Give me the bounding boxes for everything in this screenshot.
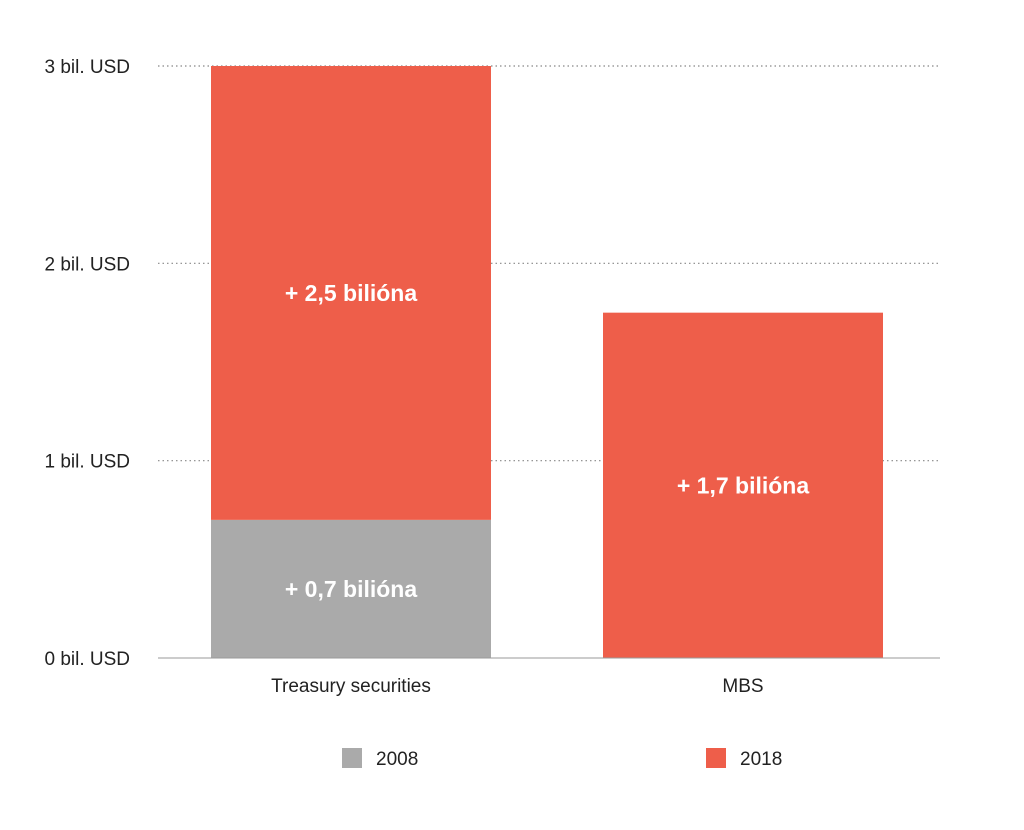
x-axis-categories: Treasury securities MBS (271, 676, 763, 697)
bar-2018-treasury (211, 66, 491, 520)
category-label: MBS (722, 676, 763, 697)
bar-2018-mbs (603, 312, 883, 658)
data-label: + 1,7 bilióna (677, 472, 810, 498)
legend-swatch-2018 (706, 748, 726, 768)
y-tick-label: 3 bil. USD (44, 57, 130, 78)
legend-swatch-2008 (342, 748, 362, 768)
legend-label: 2018 (740, 749, 782, 770)
y-tick-label: 2 bil. USD (44, 254, 130, 275)
bars (211, 66, 883, 658)
y-axis-ticks: 0 bil. USD 1 bil. USD 2 bil. USD 3 bil. USD (44, 57, 130, 670)
y-tick-label: 1 bil. USD (44, 452, 130, 473)
legend: 2008 2018 (342, 748, 782, 770)
data-labels: + 0,7 bilióna + 2,5 bilióna + 1,7 bilióna (285, 280, 810, 602)
bar-2008-treasury (211, 519, 491, 658)
data-label: + 0,7 bilióna (285, 576, 418, 602)
y-tick-label: 0 bil. USD (44, 649, 130, 670)
data-label: + 2,5 bilióna (285, 280, 418, 306)
legend-label: 2008 (376, 749, 418, 770)
category-label: Treasury securities (271, 676, 431, 697)
